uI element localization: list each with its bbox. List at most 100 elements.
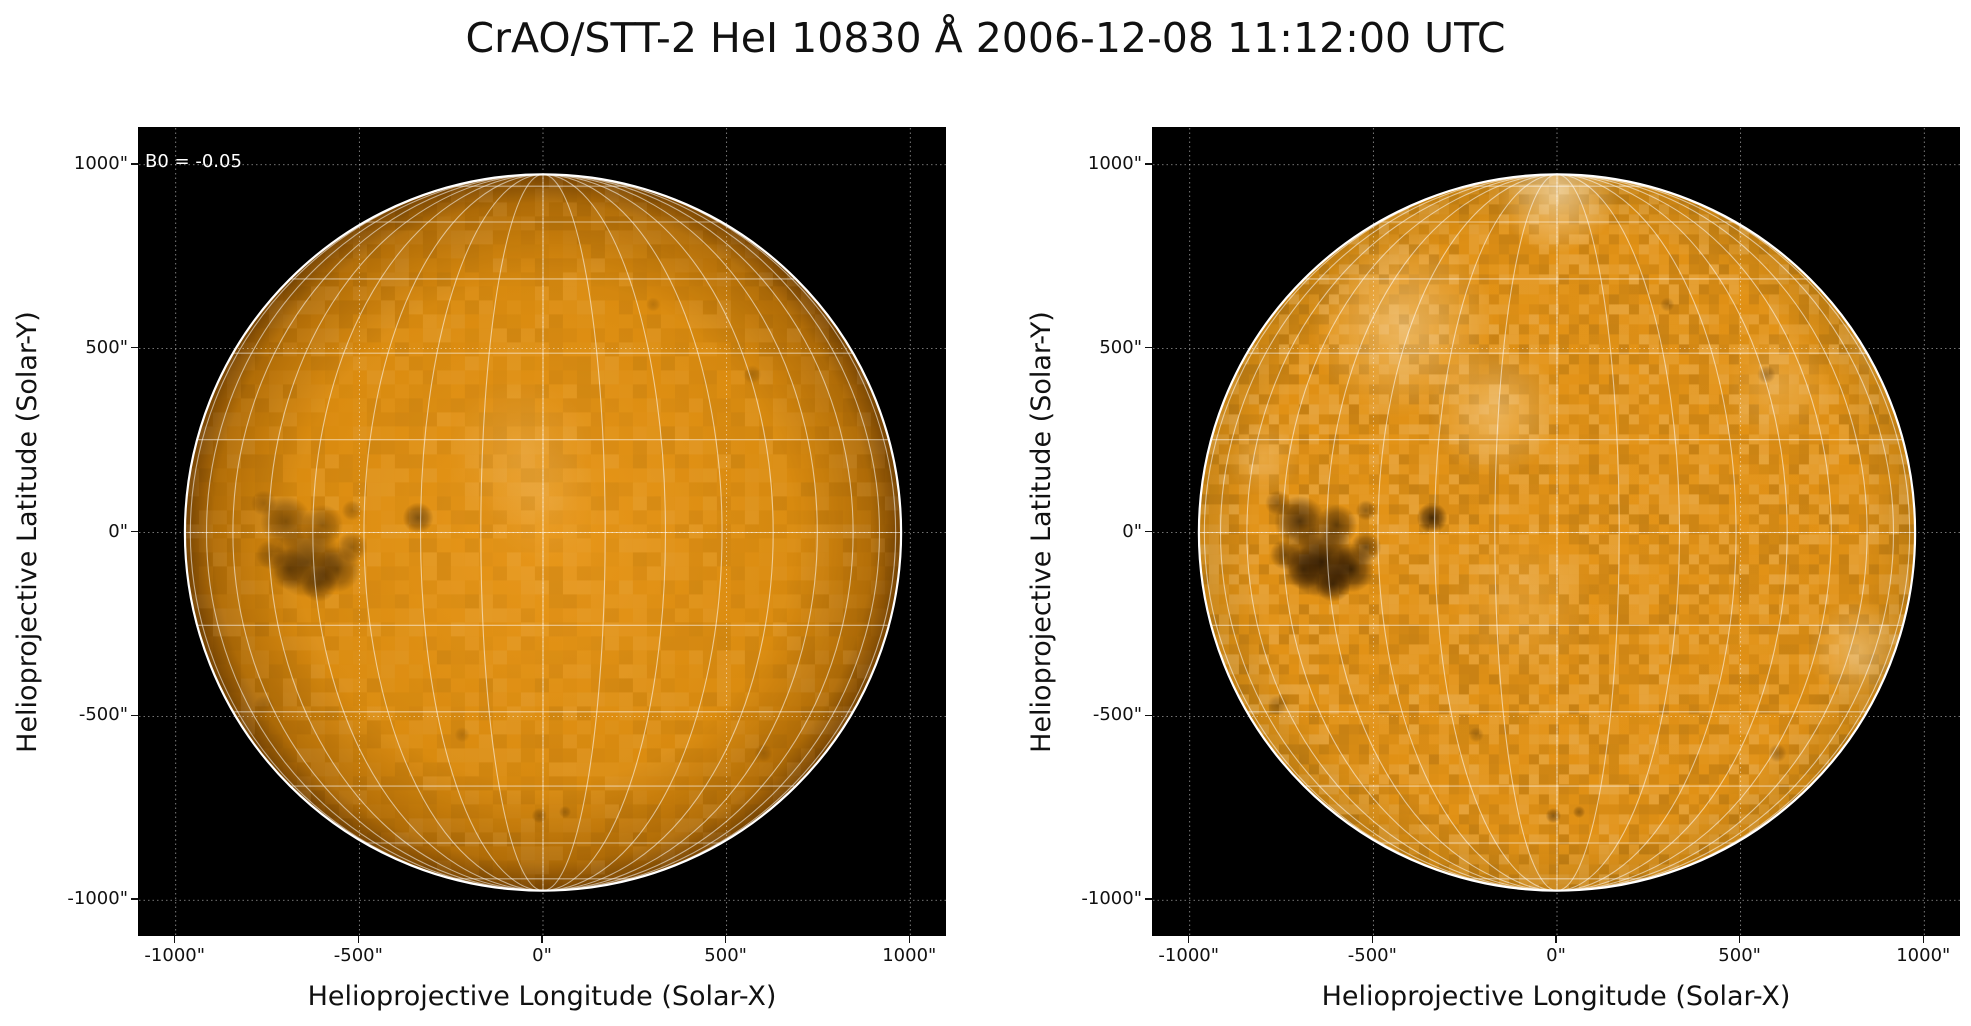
grid-meridian — [1556, 173, 1868, 892]
y-tick-label: 1000" — [73, 152, 128, 174]
solar-image-left[interactable] — [138, 127, 947, 937]
grid-meridian — [189, 173, 544, 892]
y-tick-mark — [1145, 163, 1152, 165]
x-tick-label: -500" — [333, 945, 383, 966]
y-tick-mark — [1145, 346, 1152, 349]
grid-meridian — [184, 173, 544, 892]
heliographic-grid — [184, 173, 902, 892]
x-tick-mark — [724, 936, 727, 943]
grid-meridian — [1434, 173, 1558, 892]
x-tick-mark — [1555, 936, 1557, 943]
grid-meridian — [268, 173, 544, 892]
b0-annotation: B0 = -0.05 — [145, 151, 242, 172]
sun-surface — [1198, 174, 1916, 891]
y-tick-label: -500" — [78, 704, 128, 726]
grid-meridian — [1220, 173, 1558, 892]
y-tick-mark — [131, 346, 138, 349]
sun-disk-right — [1153, 128, 1961, 937]
grid-meridian — [542, 173, 774, 892]
solar-limb — [1197, 173, 1917, 892]
x-tick-mark — [908, 936, 911, 943]
y-tick-label: 500" — [85, 336, 128, 358]
grid-meridian — [363, 173, 544, 892]
x-tick-mark — [1922, 936, 1925, 943]
grid-meridian — [1377, 173, 1558, 892]
grid-meridian — [1246, 173, 1558, 892]
axis-gridlines — [1153, 128, 1961, 937]
dark-filaments — [251, 297, 773, 824]
x-tick-mark — [541, 936, 543, 943]
x-tick-label: 500" — [1718, 945, 1761, 966]
x-tick-label: 0" — [1546, 945, 1566, 966]
y-tick-label: 0" — [1122, 520, 1142, 542]
x-tick-mark — [1371, 936, 1374, 943]
y-tick-label: 500" — [1099, 336, 1142, 358]
grid-meridian — [542, 173, 666, 892]
bright-plage — [447, 378, 602, 562]
grid-meridian — [542, 173, 606, 892]
y-axis-label-right: Helioprojective Latitude (Solar-Y) — [1026, 310, 1057, 753]
grid-meridian — [312, 173, 544, 892]
x-tick-label: 1000" — [882, 945, 937, 966]
y-tick-label: -1000" — [1081, 888, 1142, 910]
grid-meridian — [1556, 173, 1916, 892]
grid-meridian — [542, 173, 854, 892]
y-tick-mark — [131, 898, 138, 900]
x-tick-mark — [1738, 936, 1741, 943]
x-tick-mark — [173, 936, 176, 943]
x-axis-label-left: Helioprojective Longitude (Solar-X) — [307, 981, 777, 1012]
grid-meridian — [480, 173, 544, 892]
heliographic-grid — [1198, 173, 1916, 892]
grid-meridian — [542, 173, 723, 892]
sun-surface — [184, 174, 902, 891]
x-tick-label: 1000" — [1896, 945, 1951, 966]
x-axis-label-right: Helioprojective Longitude (Solar-X) — [1321, 981, 1791, 1012]
grid-meridian — [1556, 173, 1680, 892]
texture — [184, 174, 899, 889]
x-tick-label: -500" — [1347, 945, 1397, 966]
y-tick-mark — [1145, 898, 1152, 900]
x-tick-label: 0" — [532, 945, 552, 966]
axis-gridlines — [139, 128, 947, 937]
grid-meridian — [1203, 173, 1558, 892]
grid-meridian — [1326, 173, 1558, 892]
texture — [1198, 174, 1916, 891]
y-tick-mark — [1145, 530, 1152, 533]
bright-plage — [1226, 174, 1916, 702]
grid-meridian — [1556, 173, 1788, 892]
figure-title: CrAO/STT-2 HeI 10830 Å 2006-12-08 11:12:… — [465, 14, 1506, 62]
y-axis-label-left: Helioprojective Latitude (Solar-Y) — [12, 310, 43, 753]
y-tick-mark — [131, 163, 138, 165]
grid-meridian — [542, 173, 880, 892]
grid-meridian — [206, 173, 544, 892]
sun-disk-left — [139, 128, 947, 937]
grid-meridian — [1556, 173, 1737, 892]
y-tick-label: 0" — [108, 520, 128, 542]
grid-meridian — [542, 173, 897, 892]
y-tick-label: -1000" — [67, 888, 128, 910]
y-tick-mark — [1145, 714, 1152, 717]
dark-filaments — [1265, 297, 1787, 824]
x-tick-label: -1000" — [144, 945, 206, 966]
x-tick-mark — [1187, 936, 1190, 943]
grid-meridian — [1556, 173, 1911, 892]
grid-meridian — [232, 173, 544, 892]
solar-image-right[interactable] — [1152, 127, 1961, 937]
grid-meridian — [542, 173, 818, 892]
x-tick-mark — [357, 936, 360, 943]
y-tick-mark — [131, 530, 138, 533]
x-tick-label: 500" — [704, 945, 747, 966]
grid-meridian — [1556, 173, 1894, 892]
grid-meridian — [1198, 173, 1558, 892]
y-tick-label: 1000" — [1087, 152, 1142, 174]
y-tick-mark — [131, 714, 138, 717]
grid-meridian — [542, 173, 902, 892]
grid-meridian — [420, 173, 544, 892]
solar-limb — [183, 173, 903, 892]
grid-meridian — [1282, 173, 1558, 892]
y-tick-label: -500" — [1092, 704, 1142, 726]
grid-meridian — [1556, 173, 1832, 892]
grid-meridian — [1494, 173, 1558, 892]
